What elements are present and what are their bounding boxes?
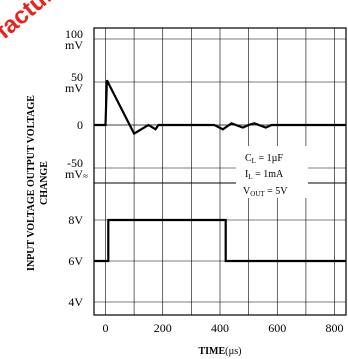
annotation-background xyxy=(236,146,308,198)
bottom-y-tick-labels: 8V 6V 4V xyxy=(68,213,83,309)
y-axis-title-line-1: INPUT VOLTAGE OUTPUT VOLTAGE xyxy=(26,95,37,271)
annotation-vout: VOUT = 5V xyxy=(243,186,288,198)
watermark: facture xyxy=(0,0,69,45)
x-tick-label: 600 xyxy=(268,321,286,335)
top-y-tick-unit: mV xyxy=(65,167,83,181)
x-axis-title: TIME(µs) xyxy=(199,346,242,357)
top-y-tick-unit: mV xyxy=(65,38,83,52)
x-tick-label: 400 xyxy=(211,321,229,335)
y-axis-title-line-2: CHANGE xyxy=(39,161,50,205)
input-voltage-trace xyxy=(94,218,346,263)
annotation-cl: CL = 1µF xyxy=(245,153,283,165)
top-y-tick-number: 50 xyxy=(71,70,83,84)
bottom-y-tick-label: 8V xyxy=(68,213,83,227)
x-tick-label: 200 xyxy=(154,321,172,335)
top-y-tick-number: 100 xyxy=(65,27,83,41)
annotation-il: IL = 1mA xyxy=(245,169,284,181)
bottom-y-tick-label: 6V xyxy=(68,254,83,268)
svg-text:≈: ≈ xyxy=(83,171,88,181)
x-tick-label: 800 xyxy=(326,321,344,335)
top-y-tick-number: -50 xyxy=(67,156,83,170)
top-y-tick-unit: mV xyxy=(65,81,83,95)
annotation-box: CL = 1µF IL = 1mA VOUT = 5V xyxy=(236,146,308,198)
output-voltage-change-trace xyxy=(94,79,346,136)
x-tick-label: 0 xyxy=(102,321,108,335)
top-y-tick-number: 0 xyxy=(77,118,83,132)
axis-break: ≈ xyxy=(83,171,88,181)
x-tick-labels: 0 200 400 600 800 xyxy=(102,321,343,335)
gridlines xyxy=(94,28,346,315)
bottom-y-tick-label: 4V xyxy=(68,295,83,309)
plot-frame xyxy=(93,27,347,316)
